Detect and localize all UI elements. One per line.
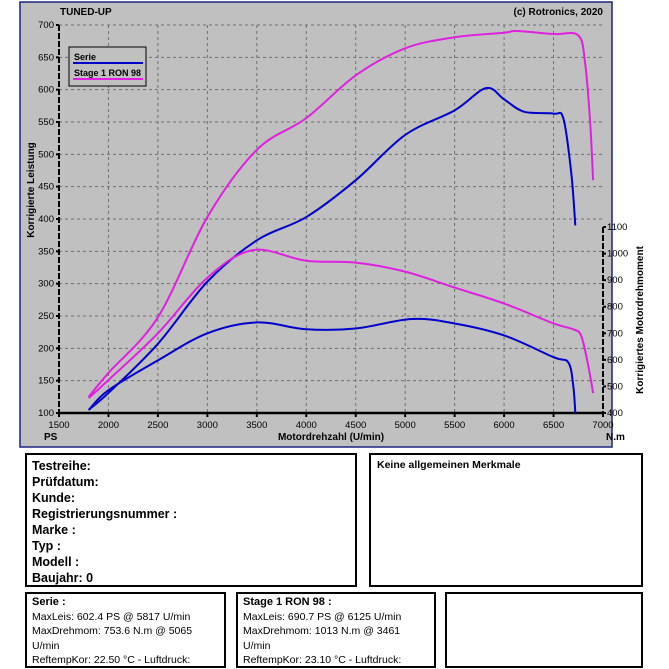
remarks-box: Keine allgemeinen Merkmale: [369, 453, 643, 587]
stage1-power-line: [87, 29, 595, 398]
y-left-tick-label: 600: [38, 85, 54, 96]
stats-serie-reftemp: ReftempKor: 22.50 °C - Luftdruck:: [32, 654, 191, 666]
info-modell: Modell :: [32, 555, 80, 569]
left-axis-label: Korrigierte Leistung: [26, 142, 37, 238]
x-tick-label: 3000: [197, 420, 218, 431]
x-tick-label: 5000: [395, 420, 416, 431]
y-right-tick-label: 600: [607, 355, 623, 366]
stats-stage1-reftemp: ReftempKor: 23.10 °C - Luftdruck:: [243, 654, 402, 666]
y-left-tick-label: 650: [38, 52, 54, 63]
info-pruefdatum: Prüfdatum:: [32, 475, 99, 489]
test-info-box: Testreihe: Prüfdatum: Kunde: Registrieru…: [25, 453, 357, 587]
dyno-chart: 1500 2000 2500 3000 3500 4000 4500 5000 5500 6000…: [19, 1, 646, 448]
x-tick-label: 6500: [543, 420, 564, 431]
legend-label-serie: Serie: [74, 52, 96, 62]
y-left-tick-label: 450: [38, 182, 54, 193]
y-left-tick-label: 700: [38, 20, 54, 31]
y-left-tick-label: 250: [38, 311, 54, 322]
legend-label-stage1: Stage 1 RON 98: [74, 68, 141, 78]
info-marke: Marke :: [32, 523, 76, 537]
y-left-tick-label: 400: [38, 214, 54, 225]
stats-stage1-unit: U/min: [243, 639, 271, 652]
stats-empty-box: [445, 592, 643, 668]
x-tick-label: 7000: [592, 420, 613, 431]
stats-serie-maxdrehmom: MaxDrehmom: 753.6 N.m @ 5065: [32, 625, 193, 637]
y-left-tick-label: 550: [38, 117, 54, 128]
info-registrierungsnummer: Registrierungsnummer :: [32, 507, 178, 521]
x-tick-label: 4500: [345, 420, 366, 431]
stats-stage1-title: Stage 1 RON 98 :: [243, 596, 332, 608]
y-right-tick-label: 900: [607, 275, 623, 286]
x-tick-label: 4000: [296, 420, 317, 431]
y-left-tick-label: 100: [38, 408, 54, 419]
x-tick-label: 2000: [98, 420, 119, 431]
legend: Serie Stage 1 RON 98: [68, 46, 147, 87]
right-unit: N.m: [606, 432, 625, 443]
x-tick-label: 3500: [246, 420, 267, 431]
y-right-tick-label: 800: [607, 302, 623, 313]
stats-serie-title: Serie :: [32, 596, 66, 608]
axes: 1500 2000 2500 3000 3500 4000 4500 5000 5500 6000…: [38, 20, 628, 431]
stats-stage1-maxdrehmom: MaxDrehmom: 1013 N.m @ 3461: [243, 625, 401, 637]
x-axis-label: Motordrehzahl (U/min): [278, 432, 384, 443]
y-right-tick-label: 400: [607, 408, 623, 419]
y-left-tick-label: 200: [38, 343, 54, 354]
copyright: (c) Rotronics, 2020: [514, 7, 604, 18]
y-left-tick-label: 300: [38, 279, 54, 290]
serie-torque-line: [87, 317, 577, 414]
info-typ: Typ :: [32, 539, 61, 553]
x-tick-label: 1500: [48, 420, 69, 431]
info-testreihe: Testreihe:: [32, 459, 91, 473]
stats-serie-unit: U/min: [32, 639, 60, 652]
right-axis-label: Korrigiertes Motordrehmoment: [635, 245, 646, 393]
remarks-text: Keine allgemeinen Merkmale: [377, 459, 521, 471]
serie-power-line: [88, 86, 577, 411]
y-right-tick-label: 1000: [607, 249, 628, 260]
chart-title: TUNED-UP: [60, 7, 112, 18]
left-unit: PS: [44, 432, 58, 443]
stats-stage1-box: Stage 1 RON 98 : MaxLeis: 690.7 PS @ 612…: [236, 592, 436, 668]
stats-stage1-maxleis: MaxLeis: 690.7 PS @ 6125 U/min: [243, 610, 402, 623]
x-tick-label: 6000: [494, 420, 515, 431]
stats-serie-box: Serie : MaxLeis: 602.4 PS @ 5817 U/min M…: [25, 592, 226, 668]
series-lines: [87, 29, 595, 414]
y-left-tick-label: 150: [38, 376, 54, 387]
y-left-tick-label: 350: [38, 246, 54, 257]
y-right-tick-label: 1100: [607, 222, 627, 233]
stage1-torque-line: [87, 248, 595, 399]
stats-serie-maxleis: MaxLeis: 602.4 PS @ 5817 U/min: [32, 610, 191, 623]
x-tick-label: 2500: [147, 420, 168, 431]
x-tick-label: 5500: [444, 420, 465, 431]
info-baujahr: Baujahr: 0: [32, 571, 94, 585]
info-kunde: Kunde:: [32, 491, 76, 505]
y-right-tick-label: 700: [607, 328, 623, 339]
y-right-tick-label: 500: [607, 381, 623, 392]
y-left-tick-label: 500: [38, 149, 54, 160]
